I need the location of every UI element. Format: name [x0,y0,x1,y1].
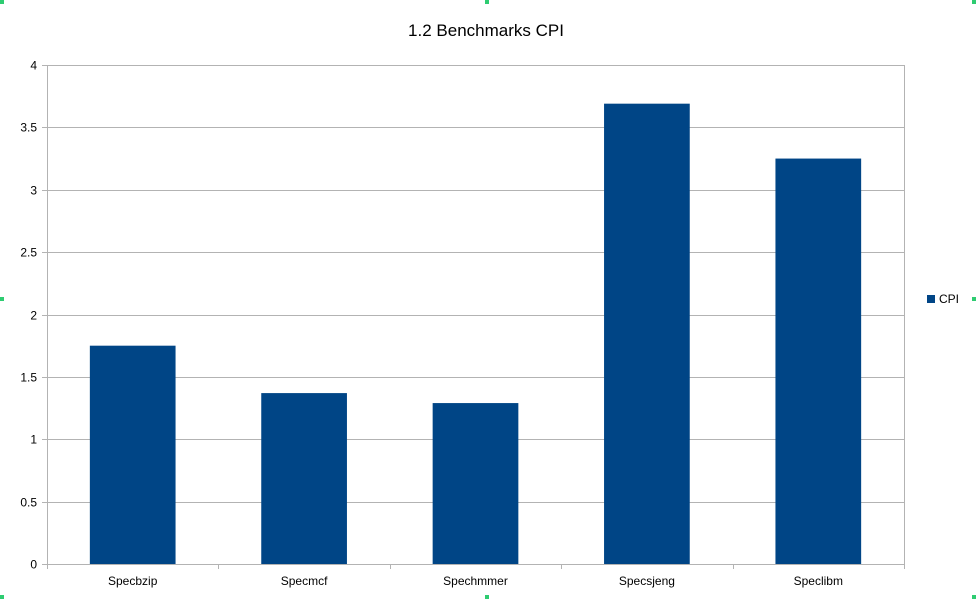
x-tick-label: Spechmmer [443,574,508,588]
bar-specsjeng [604,103,690,565]
chart-title: 1.2 Benchmarks CPI [408,21,564,40]
y-tick-label: 3 [30,184,37,198]
selection-handle-bottom-left[interactable] [0,595,4,599]
y-tick-label: 0 [30,558,37,572]
selection-handle-top-left[interactable] [0,0,4,4]
x-axis-ticks: Specbzip Specmcf Spechmmer Specsjeng Speclib… [47,564,905,588]
selection-handle-bottom-center[interactable] [485,595,489,599]
bars [89,103,862,565]
y-tick-label: 2.5 [20,246,37,260]
y-tick-label: 1 [30,433,37,447]
bar-speclibm [775,158,862,564]
selection-handle-top-right[interactable] [972,0,976,4]
y-axis-ticks: 0 0.5 1 1.5 2 2.5 3 3.5 4 [20,59,37,572]
y-tick-label: 1.5 [20,371,37,385]
x-tick-label: Speclibm [794,574,843,588]
selection-handle-middle-left[interactable] [0,297,4,301]
selection-handle-bottom-right[interactable] [972,595,976,599]
x-tick-label: Specsjeng [619,574,675,588]
legend-swatch-cpi [927,295,935,303]
y-tick-label: 0.5 [20,496,37,510]
grid-lines [42,65,905,565]
legend-label-cpi: CPI [939,292,959,306]
bar-specmcf [261,393,347,564]
y-tick-label: 4 [30,59,37,73]
y-tick-label: 2 [30,309,37,323]
bar-spechmmer [432,403,519,564]
selection-handle-middle-right[interactable] [972,297,976,301]
bar-specbzip [89,345,176,564]
x-tick-label: Specmcf [281,574,328,588]
x-tick-label: Specbzip [108,574,158,588]
legend: CPI [927,292,959,306]
y-tick-label: 3.5 [20,121,37,135]
selection-handle-top-center[interactable] [485,0,489,4]
